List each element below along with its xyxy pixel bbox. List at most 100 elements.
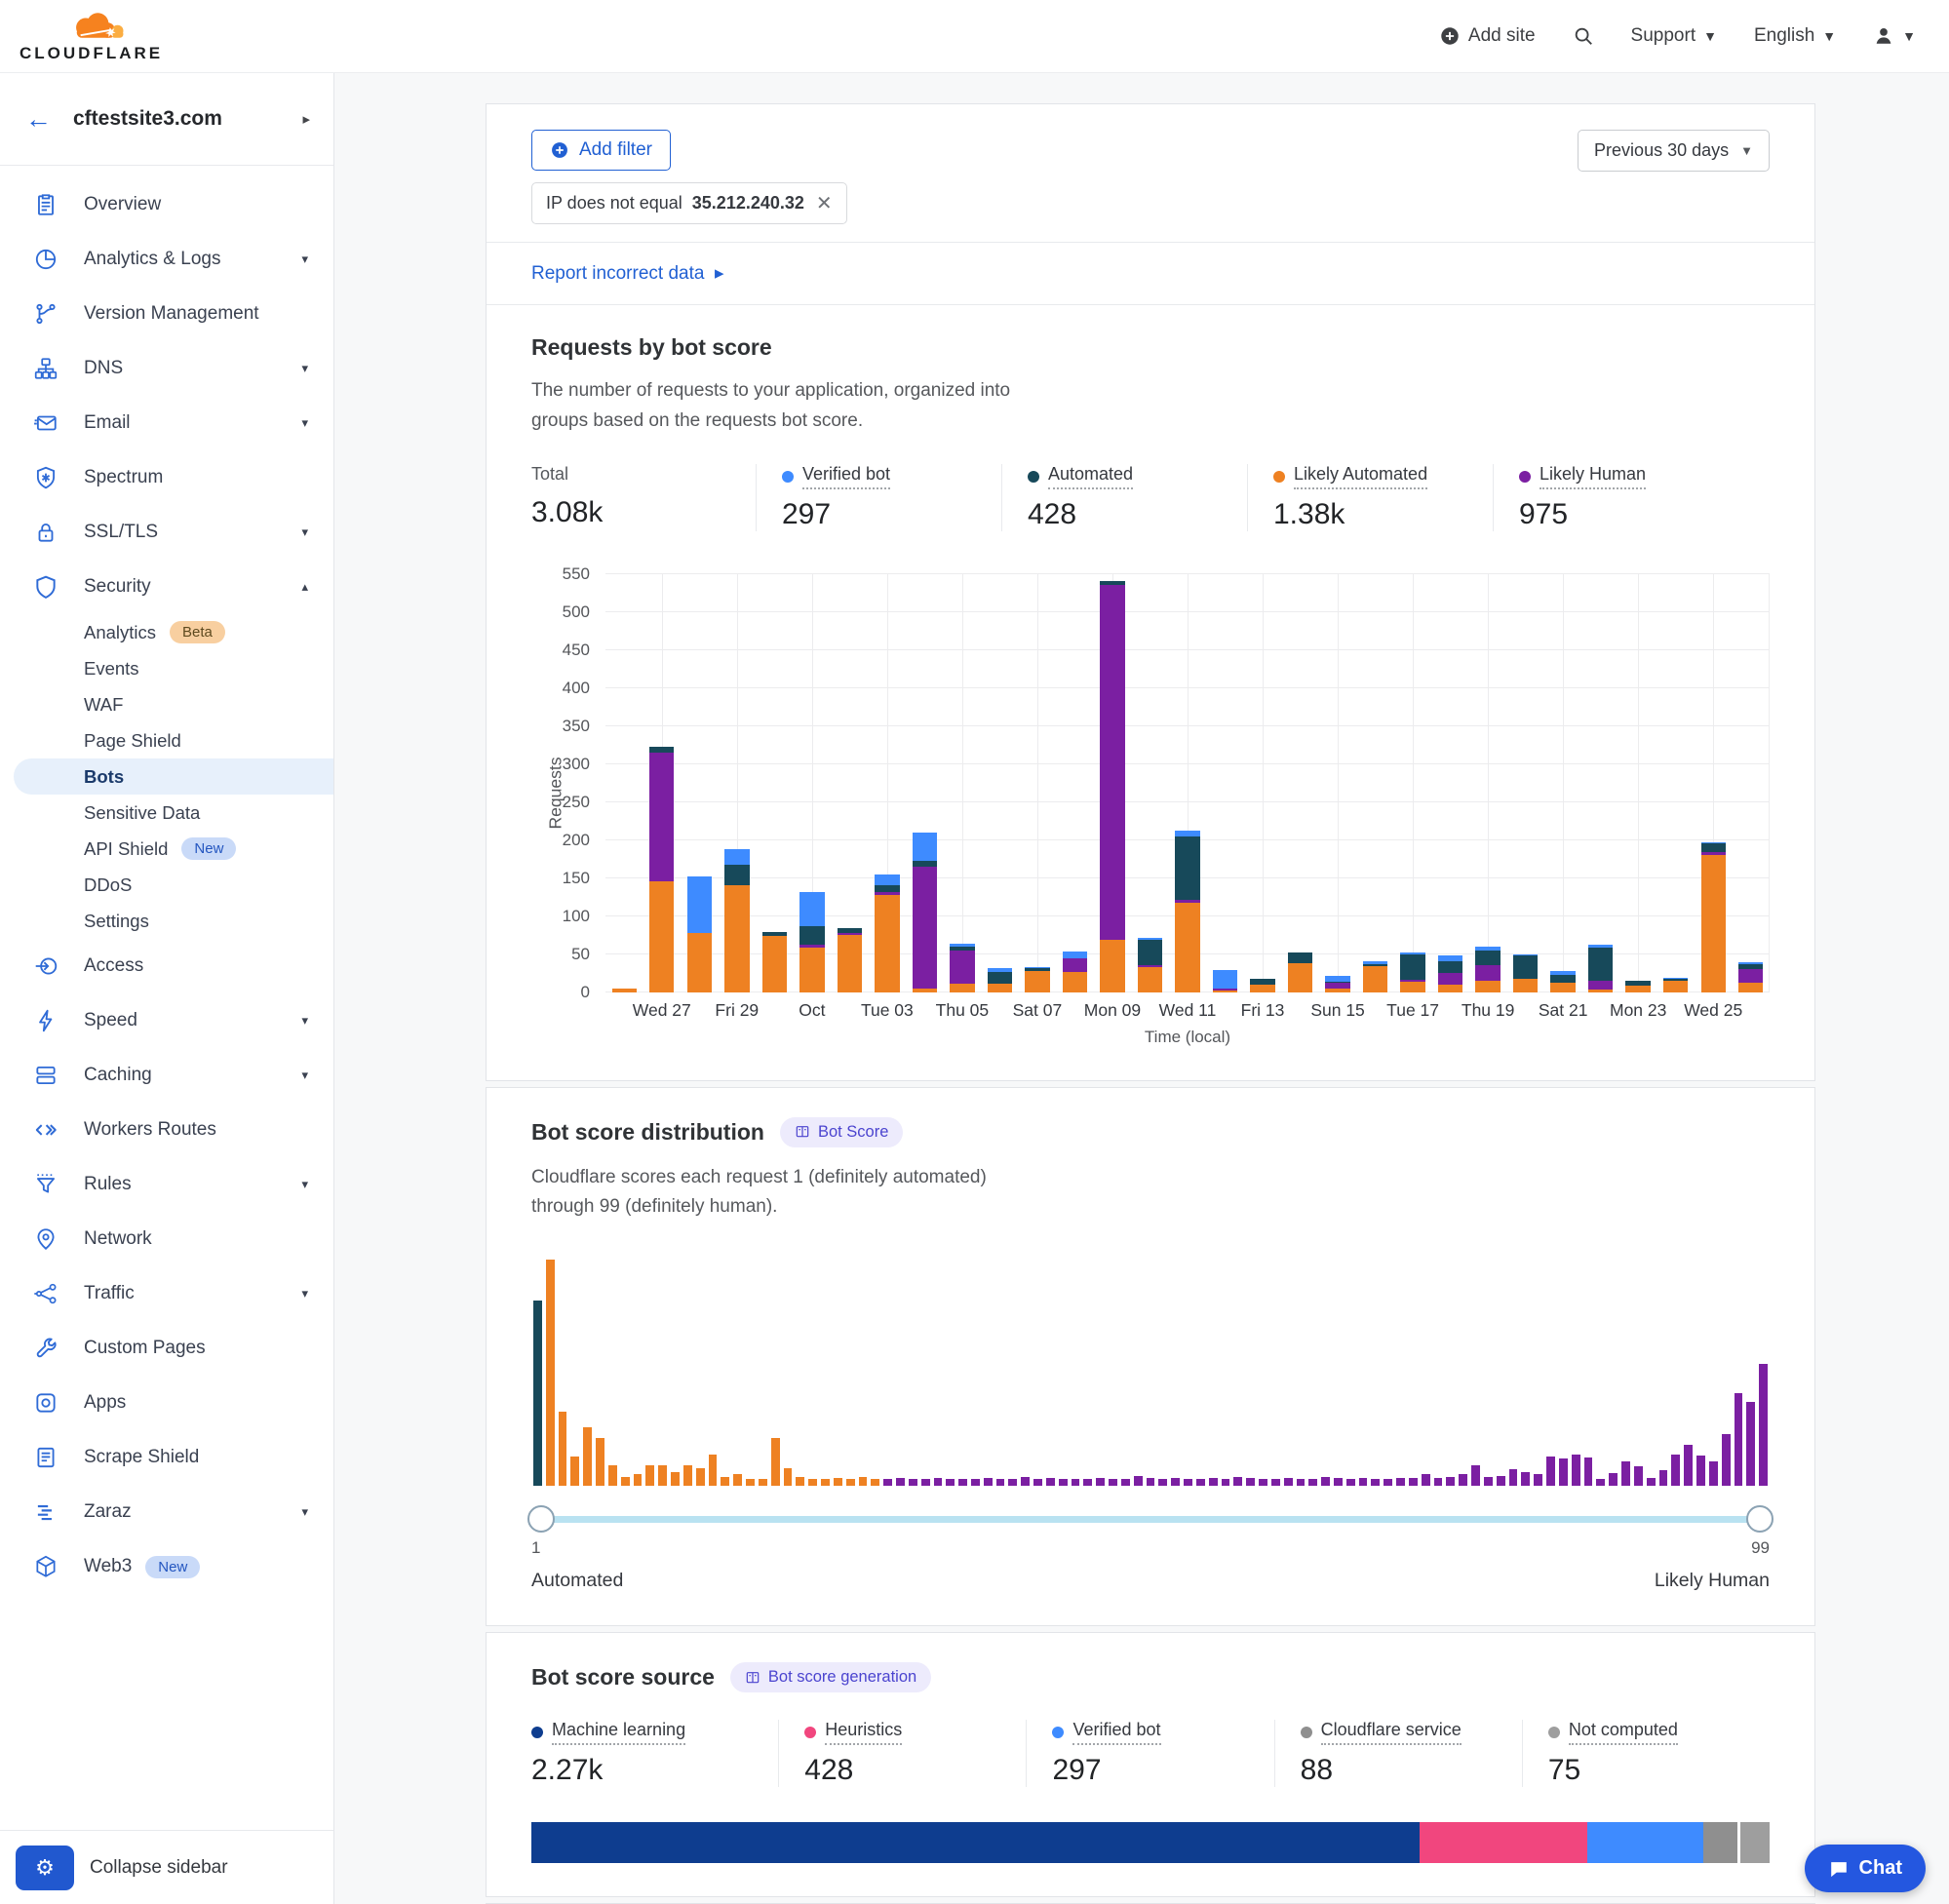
stacked-bar[interactable] xyxy=(1512,574,1539,992)
histogram-bar[interactable] xyxy=(1521,1472,1531,1487)
histogram-bar[interactable] xyxy=(958,1479,967,1487)
histogram-bar[interactable] xyxy=(1184,1479,1192,1487)
histogram-bar[interactable] xyxy=(1021,1476,1031,1487)
bot-score-generation-badge[interactable]: Bot score generation xyxy=(729,1662,932,1693)
histogram-bar[interactable] xyxy=(1546,1456,1555,1487)
histogram-bar[interactable] xyxy=(645,1465,655,1487)
histogram-bar[interactable] xyxy=(1109,1479,1117,1487)
sidebar-item-web3[interactable]: Web3 New xyxy=(0,1539,333,1594)
histogram-bar[interactable] xyxy=(1045,1477,1055,1487)
sidebar-item-email[interactable]: Email ▾ xyxy=(0,396,333,450)
site-selector[interactable]: ← cftestsite3.com ▸ xyxy=(0,73,333,166)
stacked-bar[interactable] xyxy=(724,574,750,992)
histogram-bar[interactable] xyxy=(721,1476,730,1487)
histogram-bar[interactable] xyxy=(1083,1479,1093,1487)
histogram-bar[interactable] xyxy=(620,1476,630,1487)
stacked-bar[interactable] xyxy=(1212,574,1238,992)
cloudflare-logo[interactable]: CLOUDFLARE xyxy=(19,10,163,63)
histogram-bar[interactable] xyxy=(1684,1445,1694,1487)
sidebar-item-custom-pages[interactable]: Custom Pages xyxy=(0,1321,333,1376)
histogram-bar[interactable] xyxy=(821,1479,830,1487)
histogram-bar[interactable] xyxy=(1345,1479,1355,1487)
stacked-bar[interactable] xyxy=(1475,574,1501,992)
histogram-bar[interactable] xyxy=(733,1474,743,1487)
histogram-bar[interactable] xyxy=(845,1479,855,1487)
histogram-bar[interactable] xyxy=(1071,1479,1080,1487)
stacked-bar[interactable] xyxy=(1738,574,1764,992)
slider-handle-min[interactable] xyxy=(527,1505,555,1534)
stacked-bar[interactable] xyxy=(1062,574,1088,992)
stacked-bar[interactable] xyxy=(611,574,637,992)
stacked-bar[interactable] xyxy=(1250,574,1275,992)
back-arrow-icon[interactable]: ← xyxy=(25,103,52,134)
stacked-bar[interactable] xyxy=(686,574,712,992)
histogram-bar[interactable] xyxy=(695,1467,705,1487)
histogram-bar[interactable] xyxy=(1759,1363,1768,1487)
histogram-bar[interactable] xyxy=(1433,1477,1443,1487)
sidebar-item-network[interactable]: Network xyxy=(0,1212,333,1266)
histogram-bar[interactable] xyxy=(1646,1477,1656,1487)
gear-button[interactable]: ⚙ xyxy=(16,1845,74,1890)
score-range-slider[interactable] xyxy=(527,1503,1774,1536)
histogram-bar[interactable] xyxy=(1195,1479,1205,1487)
histogram-bar[interactable] xyxy=(1008,1479,1018,1487)
sidebar-item-caching[interactable]: Caching ▾ xyxy=(0,1048,333,1103)
stacked-bar[interactable] xyxy=(912,574,938,992)
chevron-right-icon[interactable]: ▸ xyxy=(302,111,310,128)
sidebar-item-ssl-tls[interactable]: SSL/TLS ▾ xyxy=(0,505,333,560)
stacked-bar[interactable] xyxy=(1137,574,1163,992)
histogram-bar[interactable] xyxy=(783,1467,793,1487)
histogram-bar[interactable] xyxy=(796,1476,805,1487)
stacked-bar[interactable] xyxy=(1550,574,1576,992)
sidebar-item-version-management[interactable]: Version Management xyxy=(0,287,333,341)
sidebar-item-settings[interactable]: Settings xyxy=(0,903,333,939)
stacked-bar[interactable] xyxy=(1700,574,1726,992)
histogram-bar[interactable] xyxy=(1296,1479,1306,1487)
sidebar-item-overview[interactable]: Overview xyxy=(0,177,333,232)
sidebar-item-api-shield[interactable]: API Shield New xyxy=(0,831,333,867)
histogram-bar[interactable] xyxy=(896,1477,905,1487)
histogram-bar[interactable] xyxy=(583,1426,593,1487)
filter-chip[interactable]: IP does not equal 35.212.240.32 ✕ xyxy=(531,182,847,224)
histogram-bar[interactable] xyxy=(1746,1402,1756,1487)
stacked-bar[interactable] xyxy=(875,574,900,992)
slider-handle-max[interactable] xyxy=(1746,1505,1774,1534)
histogram-bar[interactable] xyxy=(1396,1477,1405,1487)
histogram-bar[interactable] xyxy=(920,1479,930,1487)
histogram-bar[interactable] xyxy=(1534,1474,1543,1487)
sidebar-item-events[interactable]: Events xyxy=(0,650,333,686)
histogram-bar[interactable] xyxy=(1146,1477,1155,1487)
histogram-bar[interactable] xyxy=(1633,1466,1643,1487)
collapse-sidebar[interactable]: ⚙ Collapse sidebar xyxy=(0,1830,333,1904)
stacked-bar[interactable] xyxy=(1025,574,1050,992)
add-site-button[interactable]: Add site xyxy=(1439,25,1536,47)
report-incorrect-data-link[interactable]: Report incorrect data ▸ xyxy=(531,263,724,284)
histogram-bar[interactable] xyxy=(1221,1479,1230,1487)
histogram-bar[interactable] xyxy=(946,1479,955,1487)
sidebar-item-speed[interactable]: Speed ▾ xyxy=(0,993,333,1048)
histogram-bar[interactable] xyxy=(1721,1433,1731,1487)
sidebar-item-workers-routes[interactable]: Workers Routes xyxy=(0,1103,333,1157)
stacked-bar[interactable] xyxy=(649,574,675,992)
histogram-bar[interactable] xyxy=(533,1300,542,1487)
histogram-bar[interactable] xyxy=(633,1474,643,1487)
histogram-bar[interactable] xyxy=(682,1465,692,1487)
histogram-bar[interactable] xyxy=(1471,1465,1480,1487)
histogram-bar[interactable] xyxy=(1384,1479,1393,1487)
chat-button[interactable]: Chat xyxy=(1804,1845,1926,1892)
histogram-bar[interactable] xyxy=(1708,1460,1718,1487)
stacked-bar[interactable] xyxy=(1662,574,1689,992)
histogram-bar[interactable] xyxy=(1058,1479,1068,1487)
histogram-bar[interactable] xyxy=(933,1477,943,1487)
sidebar-item-traffic[interactable]: Traffic ▾ xyxy=(0,1266,333,1321)
histogram-bar[interactable] xyxy=(1171,1477,1181,1487)
histogram-bar[interactable] xyxy=(858,1476,868,1487)
histogram-bar[interactable] xyxy=(658,1465,668,1487)
histogram-bar[interactable] xyxy=(1734,1392,1743,1487)
histogram-bar[interactable] xyxy=(1133,1475,1143,1487)
search-button[interactable] xyxy=(1573,25,1594,47)
stacked-bar[interactable] xyxy=(1400,574,1425,992)
histogram-bar[interactable] xyxy=(1571,1454,1580,1487)
histogram-bar[interactable] xyxy=(1408,1477,1418,1487)
bot-score-badge[interactable]: Bot Score xyxy=(779,1116,904,1147)
